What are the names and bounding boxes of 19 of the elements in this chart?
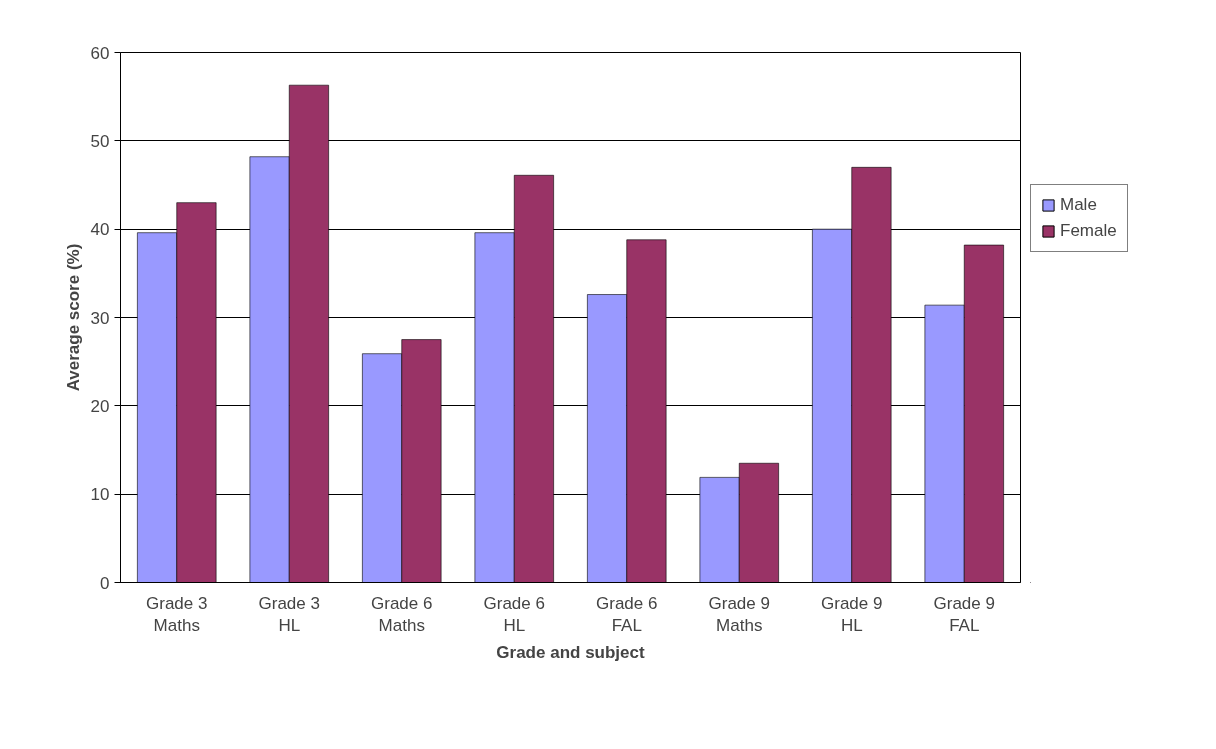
y-tick-label: 0 [100,573,110,593]
y-tick-label: 40 [90,220,110,240]
x-tick-label: Grade 6 HL [483,593,545,636]
y-tick-label: 50 [90,131,110,151]
x-tick-label: Grade 9 Maths [708,593,770,636]
x-axis-title: Grade and subject [496,643,645,663]
x-tick-label: Grade 6 Maths [371,593,433,636]
x-tick-label: Grade 9 FAL [933,593,995,636]
y-tick-label: 60 [90,43,110,63]
x-tick-label: Grade 9 HL [821,593,883,636]
legend-label: Female [1060,221,1117,241]
x-tick-label: Grade 3 Maths [146,593,208,636]
legend-label: Male [1060,195,1097,215]
x-tick-label: Grade 6 FAL [596,593,658,636]
y-tick-label: 10 [90,485,110,505]
y-axis-title: Average score (%) [63,243,83,392]
y-tick-label: 30 [90,308,110,328]
x-tick-label: Grade 3 HL [258,593,320,636]
y-tick-label: 20 [90,396,110,416]
